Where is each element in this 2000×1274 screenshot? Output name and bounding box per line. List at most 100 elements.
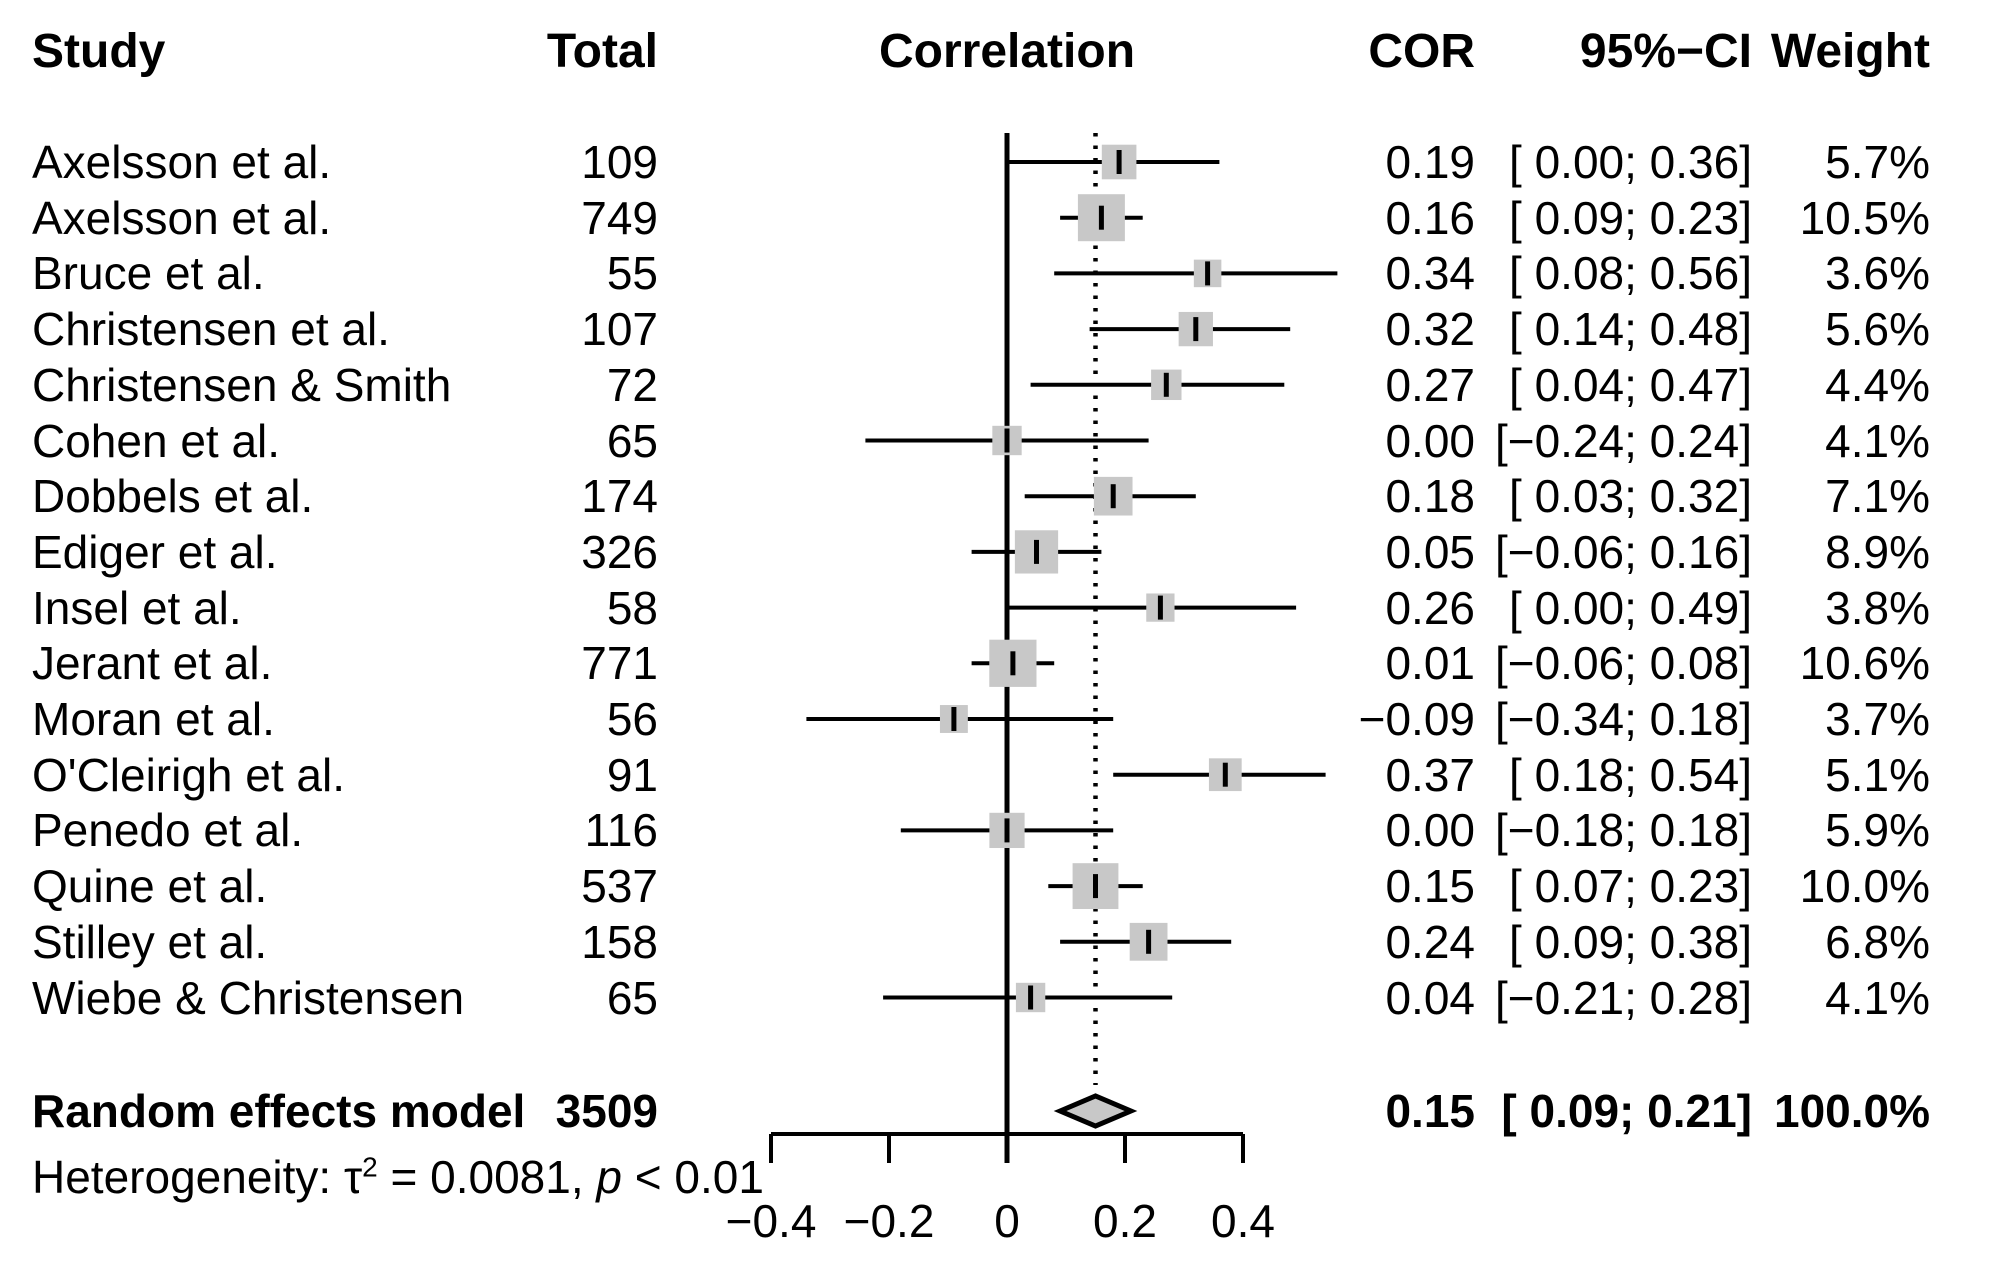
ci-value: [ 0.09; 0.23] bbox=[1509, 191, 1752, 244]
estimate-tick bbox=[1098, 205, 1104, 230]
ci-value: [−0.06; 0.08] bbox=[1494, 637, 1752, 690]
weight-value: 5.6% bbox=[1825, 303, 1930, 356]
cor-value: 0.32 bbox=[1385, 303, 1475, 356]
cor-value: 0.00 bbox=[1385, 804, 1475, 857]
cor-value: −0.09 bbox=[1358, 693, 1475, 745]
study-name: Moran et al. bbox=[32, 693, 275, 745]
total-value: 91 bbox=[606, 748, 658, 801]
heterogeneity-text: Heterogeneity: τ bbox=[32, 1151, 363, 1203]
total-value: 65 bbox=[606, 971, 658, 1024]
study-name: Jerant et al. bbox=[32, 637, 273, 690]
ci-value: [ 0.07; 0.23] bbox=[1509, 860, 1752, 913]
weight-value: 4.1% bbox=[1825, 971, 1930, 1024]
total-value: 771 bbox=[581, 637, 658, 690]
cor-value: 0.27 bbox=[1385, 358, 1475, 411]
x-axis-tick-label: 0 bbox=[994, 1195, 1020, 1247]
estimate-tick bbox=[1010, 651, 1016, 676]
study-name: Dobbels et al. bbox=[32, 470, 314, 523]
study-name: Insel et al. bbox=[32, 581, 242, 634]
total-value: 326 bbox=[581, 525, 658, 578]
x-axis-tick-label: 0.2 bbox=[1093, 1195, 1157, 1247]
estimate-tick bbox=[1004, 818, 1010, 843]
estimate-tick bbox=[951, 707, 957, 731]
weight-value: 3.6% bbox=[1825, 247, 1930, 300]
cor-value: 0.18 bbox=[1385, 470, 1475, 523]
ci-value: [−0.21; 0.28] bbox=[1494, 971, 1752, 1024]
ci-value: [−0.34; 0.18] bbox=[1494, 693, 1752, 745]
estimate-tick bbox=[1163, 372, 1169, 397]
total-value: 109 bbox=[581, 136, 658, 188]
study-name: Wiebe & Christensen bbox=[32, 971, 465, 1024]
pooled-row-label: Random effects model bbox=[32, 1085, 526, 1137]
ci-value: [ 0.00; 0.49] bbox=[1509, 581, 1752, 634]
estimate-tick bbox=[1146, 929, 1152, 954]
cor-value: 0.01 bbox=[1385, 637, 1475, 690]
weight-value: 10.6% bbox=[1799, 637, 1930, 690]
study-name: Quine et al. bbox=[32, 860, 268, 913]
pooled-cor: 0.15 bbox=[1385, 1085, 1475, 1137]
x-axis-tick-label: −0.4 bbox=[726, 1195, 817, 1247]
column-header-correlation: Correlation bbox=[878, 25, 1136, 78]
p-value-symbol: p bbox=[596, 1151, 622, 1203]
weight-value: 5.1% bbox=[1825, 748, 1930, 801]
estimate-tick bbox=[1205, 261, 1211, 286]
cor-value: 0.34 bbox=[1385, 247, 1475, 300]
estimate-tick bbox=[1093, 874, 1098, 899]
total-value: 56 bbox=[606, 693, 658, 745]
x-axis-tick-label: 0.4 bbox=[1211, 1195, 1275, 1247]
cor-value: 0.04 bbox=[1385, 971, 1475, 1024]
ci-value: [ 0.08; 0.56] bbox=[1509, 247, 1752, 300]
study-name: Axelsson et al. bbox=[32, 191, 332, 244]
pooled-weight: 100.0% bbox=[1773, 1085, 1930, 1137]
study-name: Christensen & Smith bbox=[32, 358, 452, 411]
weight-value: 4.4% bbox=[1825, 358, 1930, 411]
ci-value: [ 0.03; 0.32] bbox=[1509, 470, 1752, 523]
tau-squared-exponent: 2 bbox=[362, 1151, 378, 1183]
column-header-cor: COR bbox=[1368, 25, 1475, 78]
column-header-weight: Weight bbox=[1770, 25, 1930, 78]
study-name: Penedo et al. bbox=[32, 804, 304, 857]
study-name: O'Cleirigh et al. bbox=[32, 748, 346, 801]
pooled-total: 3509 bbox=[555, 1085, 658, 1137]
pooled-diamond bbox=[1053, 1093, 1138, 1129]
weight-value: 10.5% bbox=[1799, 191, 1930, 244]
total-value: 116 bbox=[584, 804, 658, 857]
weight-value: 5.7% bbox=[1825, 136, 1930, 188]
total-value: 58 bbox=[606, 581, 658, 634]
ci-value: [ 0.18; 0.54] bbox=[1509, 748, 1752, 801]
estimate-tick bbox=[1004, 428, 1010, 453]
ci-value: [−0.18; 0.18] bbox=[1494, 804, 1752, 857]
ci-value: [ 0.14; 0.48] bbox=[1509, 303, 1752, 356]
study-name: Axelsson et al. bbox=[32, 136, 332, 188]
column-header-total: Total bbox=[546, 25, 658, 78]
total-value: 537 bbox=[581, 860, 658, 913]
total-value: 65 bbox=[606, 414, 658, 467]
pooled-ci: [ 0.09; 0.21] bbox=[1501, 1085, 1752, 1137]
weight-value: 3.7% bbox=[1825, 693, 1930, 745]
cor-value: 0.00 bbox=[1385, 414, 1475, 467]
estimate-tick bbox=[1157, 595, 1163, 620]
weight-value: 5.9% bbox=[1825, 804, 1930, 857]
total-value: 55 bbox=[606, 247, 658, 300]
weight-value: 10.0% bbox=[1799, 860, 1930, 913]
total-value: 158 bbox=[581, 915, 658, 968]
ci-value: [−0.06; 0.16] bbox=[1494, 525, 1752, 578]
total-value: 174 bbox=[581, 470, 658, 523]
column-header-study: Study bbox=[32, 25, 166, 78]
heterogeneity-note: Heterogeneity: τ2 = 0.0081, p < 0.01 bbox=[32, 1151, 764, 1203]
weight-value: 4.1% bbox=[1825, 414, 1930, 467]
total-value: 72 bbox=[606, 358, 658, 411]
cor-value: 0.24 bbox=[1385, 915, 1475, 968]
estimate-tick bbox=[1034, 539, 1039, 564]
cor-value: 0.05 bbox=[1385, 525, 1475, 578]
weight-value: 8.9% bbox=[1825, 525, 1930, 578]
cor-value: 0.16 bbox=[1385, 191, 1475, 244]
column-header-ci: 95%−CI bbox=[1579, 25, 1752, 78]
weight-value: 7.1% bbox=[1825, 470, 1930, 523]
estimate-tick bbox=[1028, 985, 1034, 1010]
cor-value: 0.19 bbox=[1385, 136, 1475, 188]
study-name: Christensen et al. bbox=[32, 303, 390, 356]
ci-value: [ 0.00; 0.36] bbox=[1509, 136, 1752, 188]
